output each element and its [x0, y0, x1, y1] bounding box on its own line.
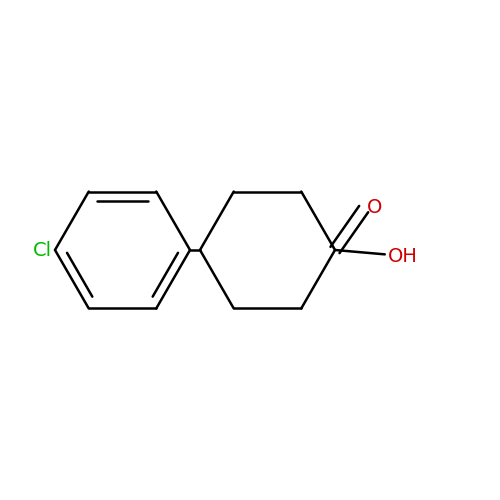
Text: OH: OH: [388, 247, 418, 266]
Text: O: O: [366, 198, 382, 216]
Text: Cl: Cl: [34, 240, 52, 260]
